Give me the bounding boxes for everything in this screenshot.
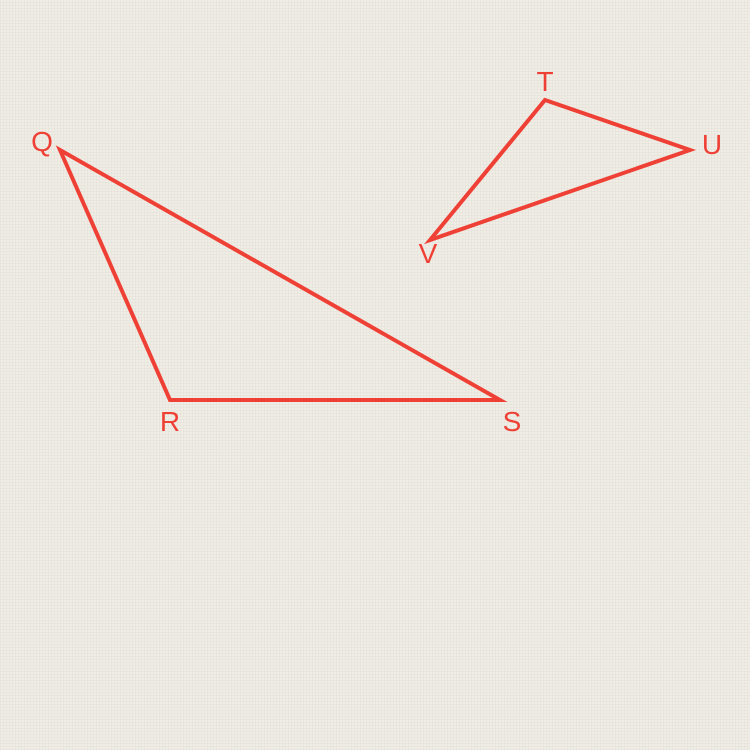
vertex-label-v: V bbox=[419, 238, 438, 270]
vertex-label-q: Q bbox=[31, 126, 53, 158]
triangle-tuv bbox=[430, 100, 690, 240]
vertex-label-s: S bbox=[503, 406, 522, 438]
geometry-svg bbox=[0, 0, 750, 750]
triangle-qrs bbox=[60, 150, 500, 400]
diagram-canvas: Q R S T U V bbox=[0, 0, 750, 750]
vertex-label-u: U bbox=[702, 129, 722, 161]
vertex-label-r: R bbox=[160, 406, 180, 438]
vertex-label-t: T bbox=[536, 66, 553, 98]
